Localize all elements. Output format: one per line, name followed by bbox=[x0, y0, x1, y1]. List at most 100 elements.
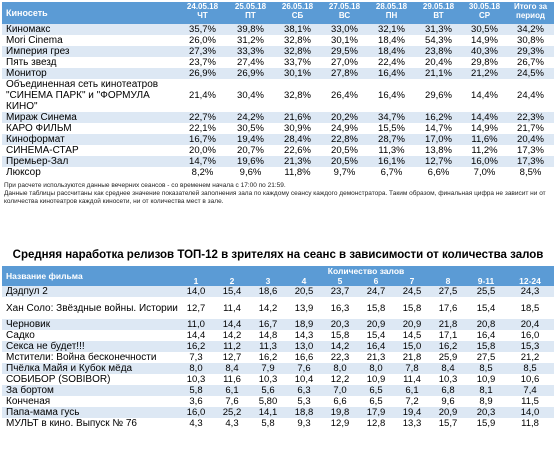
occupancy-table: Киносеть 24.05.18 ЧТ 25.05.18 ПТ 26.05.18 С… bbox=[2, 2, 554, 178]
release-value: 8,0 bbox=[322, 363, 358, 374]
release-value: 4,3 bbox=[189, 418, 203, 429]
occupancy-value: 24,5% bbox=[507, 68, 554, 79]
cinema-name: Mori Cinema bbox=[6, 35, 63, 46]
occupancy-value: 9,7% bbox=[333, 167, 356, 178]
occupancy-value: 27,0% bbox=[331, 57, 358, 68]
film-name: Мстители: Война бесконечности bbox=[6, 352, 157, 363]
occupancy-header-date: 27.05.18 ВС bbox=[321, 2, 368, 24]
occupancy-row: КАРО ФИЛЬМ 22,1% 30,5% 30,9% 24,9% 15,5% 14,7%… bbox=[2, 123, 554, 134]
occupancy-header-date: 30.05.18 СР bbox=[462, 2, 507, 24]
film-name: Хан Соло: Звёздные войны. Истории bbox=[6, 302, 178, 314]
occupancy-value: 21,6% bbox=[274, 112, 321, 123]
day-label: ПТ bbox=[245, 11, 256, 20]
release-value: 20,3 bbox=[322, 319, 358, 330]
occupancy-value: 22,3% bbox=[507, 112, 554, 123]
releases-header-row-2: 1 2 3 4 5 6 7 8 9-11 12-24 bbox=[2, 276, 555, 286]
occupancy-value: 39,8% bbox=[227, 24, 274, 35]
release-value: 20,5 bbox=[286, 286, 322, 297]
release-value: 17,9 bbox=[358, 407, 394, 418]
release-value: 25,9 bbox=[438, 352, 458, 363]
release-value: 27,5 bbox=[430, 286, 466, 297]
release-value: 23,7 bbox=[322, 286, 358, 297]
hall-count-header: 4 bbox=[286, 276, 322, 286]
occupancy-value: 18,4% bbox=[378, 35, 405, 46]
release-value: 5,8 bbox=[261, 418, 275, 429]
occupancy-value: 22,6% bbox=[284, 145, 311, 156]
occupancy-value: 22,8% bbox=[321, 134, 368, 145]
release-value: 16,6 bbox=[294, 352, 314, 363]
release-value: 11,6 bbox=[223, 374, 241, 385]
release-value: 15,7 bbox=[438, 418, 458, 429]
cinema-name: Люксор bbox=[6, 167, 41, 178]
date-label: 24.05.18 bbox=[186, 2, 219, 11]
release-value: 15,0 bbox=[394, 341, 430, 352]
release-value: 10,4 bbox=[294, 374, 314, 385]
occupancy-row: Mori Cinema 26,0% 31,2% 32,8% 30,1% 18,4% 54,3… bbox=[2, 35, 554, 46]
release-value: 14,3 bbox=[294, 330, 314, 341]
occupancy-row: СИНЕМА-СТАР 20,0% 20,7% 22,6% 20,5% 11,3% 13,8… bbox=[2, 145, 554, 156]
occupancy-row: Мираж Синема 22,7% 24,2% 21,6% 20,2% 34,7% 16,… bbox=[2, 112, 554, 123]
occupancy-value: 12,7% bbox=[415, 156, 462, 167]
release-value: 6,5 bbox=[358, 385, 394, 396]
release-value: 7,8 bbox=[394, 363, 430, 374]
occupancy-value: 26,9% bbox=[178, 68, 227, 79]
release-row: За бортом 5,8 6,1 5,6 6,3 7,0 6,5 6,1 6,8 8,1 7,4 bbox=[2, 385, 555, 396]
release-value: 18,8 bbox=[286, 407, 322, 418]
occupancy-value: 22,1% bbox=[189, 123, 216, 134]
occupancy-value: 31,2% bbox=[237, 35, 264, 46]
release-value: 11,4 bbox=[403, 374, 421, 385]
release-value: 17,1 bbox=[438, 330, 458, 341]
hall-count-header: 2 bbox=[214, 276, 250, 286]
release-value: 18,9 bbox=[286, 319, 322, 330]
occupancy-value: 30,5% bbox=[237, 123, 264, 134]
film-name: Конченая bbox=[6, 396, 51, 407]
release-value: 20,3 bbox=[466, 407, 506, 418]
occupancy-value: 15,5% bbox=[378, 123, 405, 134]
day-label: ПН bbox=[385, 11, 398, 20]
releases-title: Средняя наработка релизов ТОП-12 в зрите… bbox=[12, 249, 544, 261]
release-value: 9,3 bbox=[297, 418, 311, 429]
occupancy-value: 32,8% bbox=[284, 90, 311, 101]
occupancy-header-date: 25.05.18 ПТ bbox=[227, 2, 274, 24]
cinema-name: Киномакс bbox=[2, 24, 178, 35]
occupancy-header-date: 29.05.18 ВТ bbox=[415, 2, 462, 24]
hall-count-header: 12-24 bbox=[506, 276, 555, 286]
releases-header-group: Количество залов bbox=[178, 266, 555, 276]
cinema-name: Объединенная сеть кинотеатров "СИНЕМА ПА… bbox=[6, 79, 159, 112]
occupancy-value: 26,4% bbox=[331, 90, 358, 101]
occupancy-value: 21,3% bbox=[274, 156, 321, 167]
occupancy-row: Премьер-Зал 14,7% 19,6% 21,3% 20,5% 16,1% 12,7… bbox=[2, 156, 554, 167]
release-row: Садко 14,4 14,2 14,8 14,3 15,8 15,4 14,5 17,1 16,… bbox=[2, 330, 554, 341]
occupancy-value: 29,8% bbox=[471, 57, 498, 68]
release-value: 10,9 bbox=[366, 374, 386, 385]
release-value: 5,8 bbox=[178, 385, 214, 396]
day-label: СБ bbox=[291, 11, 304, 20]
hall-count-header: 3 bbox=[250, 276, 286, 286]
release-value: 13,3 bbox=[402, 418, 422, 429]
release-value: 6,8 bbox=[430, 385, 466, 396]
release-value: 15,8 bbox=[402, 302, 422, 314]
occupancy-value: 16,7% bbox=[178, 134, 227, 145]
day-label: ВС bbox=[338, 11, 351, 20]
release-row: Конченая 3,6 7,6 5,80 5,3 6,6 6,5 7,2 9,6 8,9 11,5 bbox=[2, 396, 554, 407]
occupancy-row: Люксор 8,2% 9,6% 11,8% 9,7% 6,7% 6,6% 7,0% 8,5% bbox=[2, 167, 554, 178]
release-value: 15,8 bbox=[330, 330, 350, 341]
release-value: 11,3 bbox=[250, 341, 286, 352]
release-value: 7,2 bbox=[405, 396, 419, 407]
release-value: 22,3 bbox=[330, 352, 350, 363]
occupancy-value: 32,8% bbox=[284, 35, 311, 46]
total-label-line: период bbox=[516, 11, 545, 20]
occupancy-header-cinema: Киносеть bbox=[2, 2, 178, 24]
occupancy-header-date: 28.05.18 ПН bbox=[368, 2, 415, 24]
releases-body: Дэдпул 2 14,0 15,4 18,6 20,5 23,7 24,7 24,5 27,5… bbox=[2, 286, 555, 429]
release-value: 15,9 bbox=[476, 418, 496, 429]
occupancy-value: 7,0% bbox=[473, 167, 496, 178]
film-name: Пчёлка Майя и Кубок мёда bbox=[2, 363, 178, 374]
release-value: 6,1 bbox=[394, 385, 430, 396]
release-row: Хан Соло: Звёздные войны. Истории 12,7 11,… bbox=[2, 297, 554, 319]
release-value: 20,9 bbox=[394, 319, 430, 330]
occupancy-value: 8,2% bbox=[191, 167, 214, 178]
release-value: 7,6 bbox=[286, 363, 322, 374]
release-row: Дэдпул 2 14,0 15,4 18,6 20,5 23,7 24,7 24,5 27,5… bbox=[2, 286, 555, 297]
cinema-name: Империя грез bbox=[2, 46, 178, 57]
